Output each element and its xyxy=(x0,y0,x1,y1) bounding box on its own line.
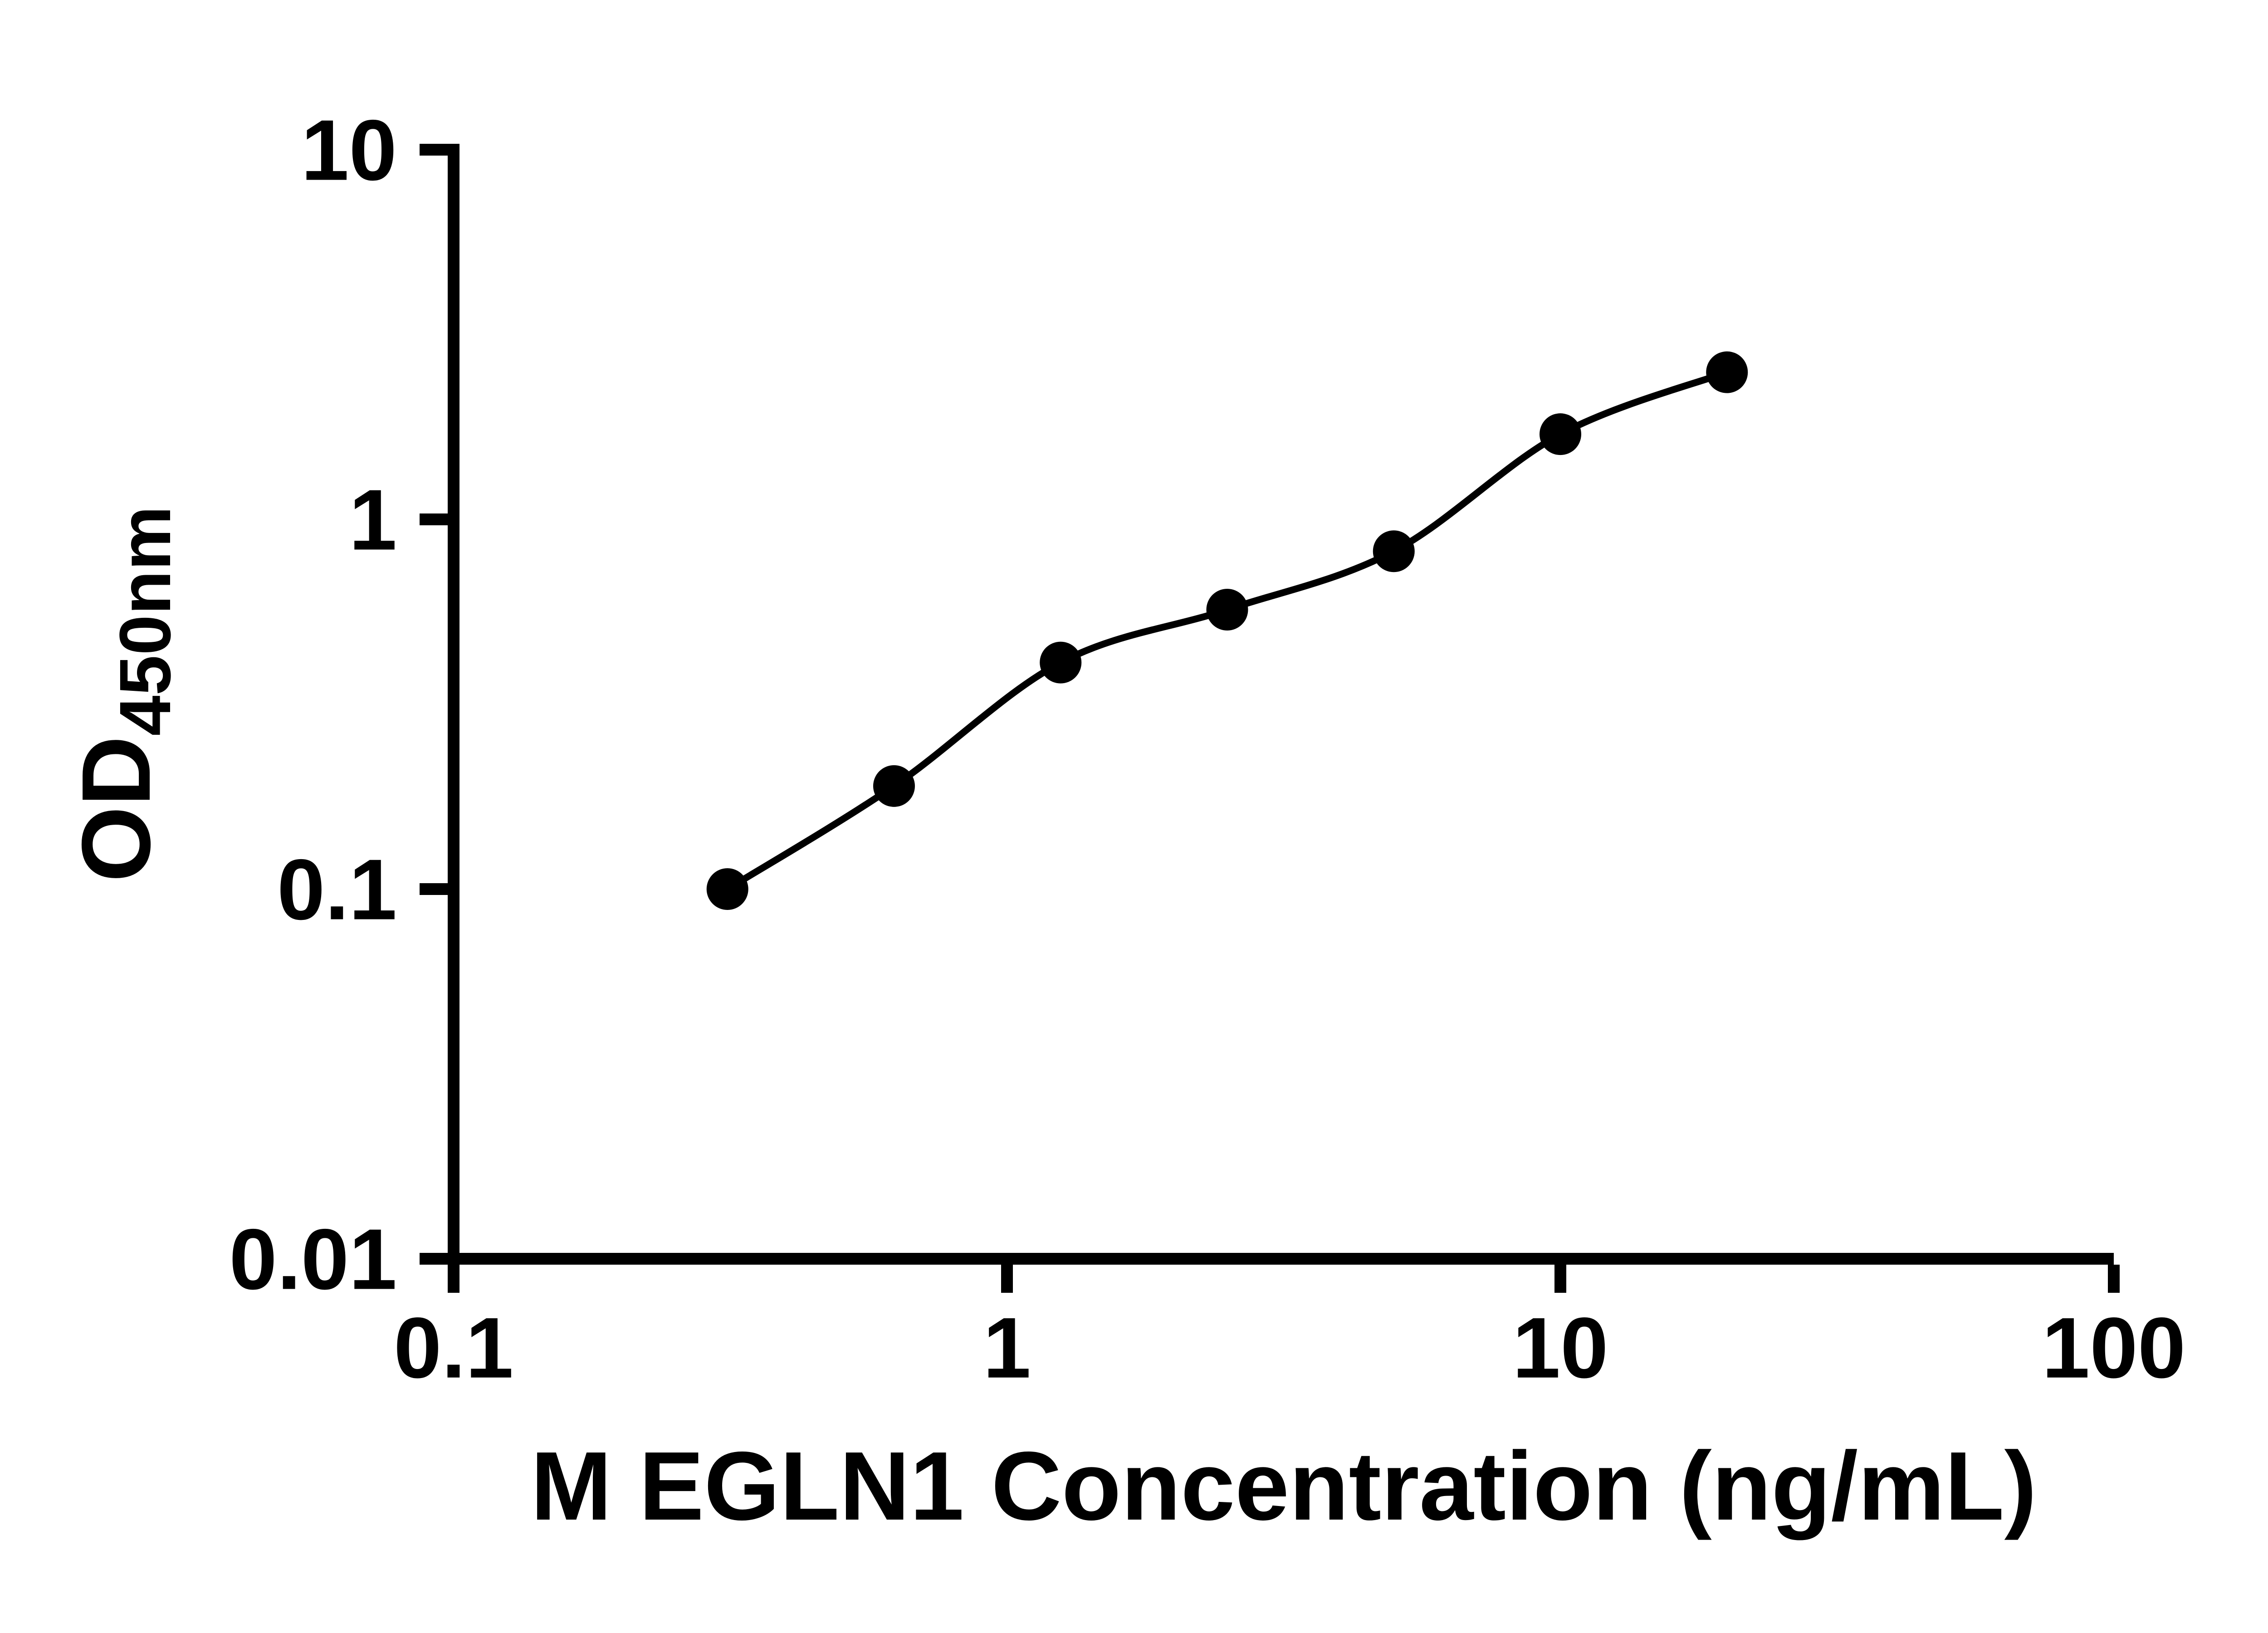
data-point-marker xyxy=(1706,351,1748,393)
y-axis-title-base: OD xyxy=(61,736,171,882)
x-axis-tick-label: 1 xyxy=(983,1300,1031,1396)
data-point-marker xyxy=(1540,413,1581,455)
series-layer xyxy=(706,351,1748,910)
y-axis-tick-label: 0.01 xyxy=(229,1212,397,1308)
x-axis-title: M EGLN1 Concentration (ng/mL) xyxy=(531,1431,2037,1540)
data-point-marker xyxy=(873,765,915,807)
data-point-marker xyxy=(1040,641,1082,684)
data-point-marker xyxy=(1373,530,1415,572)
y-axis-tick-label: 1 xyxy=(349,472,397,568)
data-point-marker xyxy=(1206,588,1248,631)
x-axis-tick-label: 10 xyxy=(1512,1300,1608,1396)
y-axis-tick-label: 0.1 xyxy=(277,842,397,938)
y-axis-title-subscript: 450nm xyxy=(104,506,186,736)
x-axis-tick-label: 100 xyxy=(2042,1300,2185,1396)
fit-curve xyxy=(724,369,1730,893)
x-axis-tick-label: 0.1 xyxy=(394,1300,513,1396)
y-axis-title: OD450nm xyxy=(61,506,186,882)
axis-frame xyxy=(448,144,2114,1265)
data-point-marker xyxy=(706,868,748,910)
y-axis-tick-label: 10 xyxy=(301,103,397,199)
